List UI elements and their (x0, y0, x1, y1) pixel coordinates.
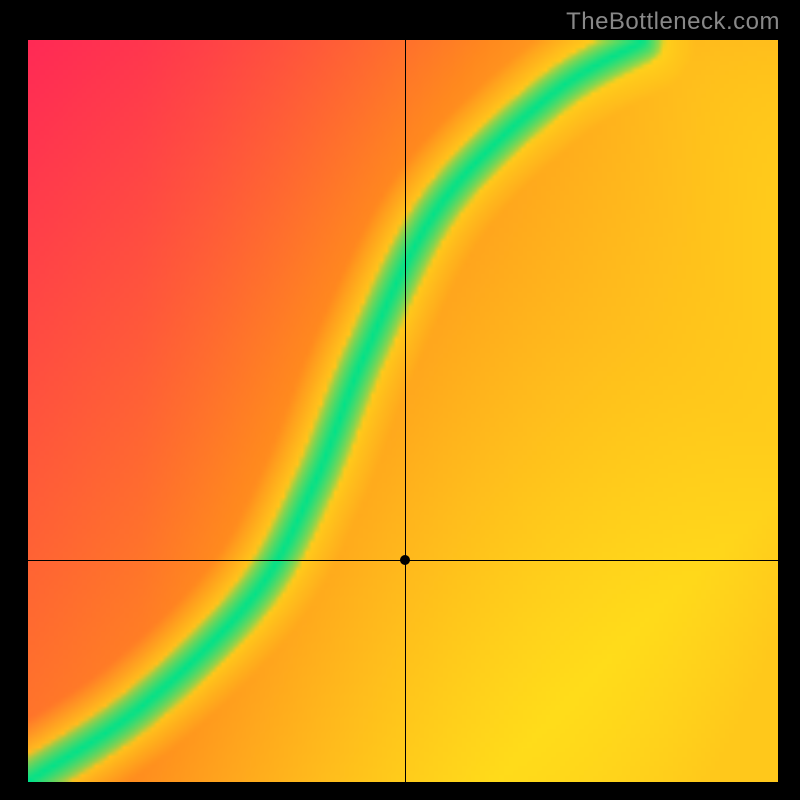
watermark-text: TheBottleneck.com (566, 8, 780, 36)
heatmap-canvas (28, 40, 778, 782)
marker-dot (400, 555, 410, 565)
plot-area (28, 40, 778, 782)
chart-container: TheBottleneck.com (0, 0, 800, 800)
crosshair-vertical (405, 40, 406, 782)
